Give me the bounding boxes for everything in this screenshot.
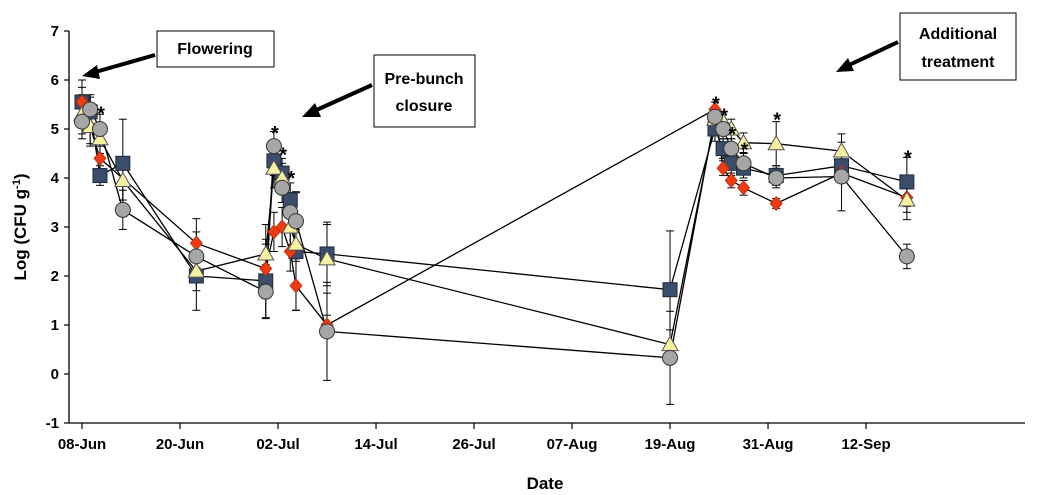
series-line xyxy=(81,108,908,359)
annotation-box xyxy=(156,30,275,68)
data-point-diamond xyxy=(724,172,738,189)
x-tick-label: 08-Jun xyxy=(58,436,106,453)
y-axis-title: Log (CFU g-1) xyxy=(11,173,30,280)
series-markers xyxy=(73,94,916,366)
x-tick-label: 14-Jul xyxy=(354,436,397,453)
significance-asterisk: * xyxy=(712,94,720,116)
x-tick-label: 26-Jul xyxy=(452,436,495,453)
series-lines xyxy=(81,101,908,359)
x-tick-label: 02-Jul xyxy=(256,436,299,453)
data-point-diamond xyxy=(289,278,303,294)
y-tick-label: 1 xyxy=(51,317,59,334)
data-point-diamond xyxy=(716,160,730,176)
annotation-text: Flowering xyxy=(177,41,253,58)
x-axis-title: Date xyxy=(527,474,564,493)
data-point-circle xyxy=(82,101,99,118)
data-point-circle xyxy=(715,121,732,137)
x-tick-label: 12-Sep xyxy=(841,436,890,453)
x-tick-label: 31-Aug xyxy=(743,436,794,453)
annotation-text: Pre-bunch xyxy=(384,71,463,88)
significance-asterisk: * xyxy=(728,124,736,146)
annotation-additional: Additional treatment xyxy=(836,12,1017,81)
data-point-diamond xyxy=(769,195,783,212)
data-point-circle xyxy=(188,248,205,265)
data-point-square xyxy=(899,174,915,190)
data-point-circle xyxy=(91,121,108,137)
annotation-text: Additional xyxy=(919,26,997,43)
data-point-circle xyxy=(74,113,90,130)
data-point-circle xyxy=(898,248,915,265)
error-bars xyxy=(78,79,911,405)
axes xyxy=(68,31,1025,424)
annotation-text: closure xyxy=(396,98,453,115)
data-point-circle xyxy=(735,155,752,172)
data-point-triangle xyxy=(767,134,786,151)
x-tick-label: 07-Aug xyxy=(547,436,598,453)
y-tick-label: 3 xyxy=(51,219,59,236)
y-tick-label: 4 xyxy=(51,170,60,187)
data-point-circle xyxy=(274,179,291,196)
annotation-arrow xyxy=(311,83,373,114)
significance-asterisk: * xyxy=(97,103,105,125)
data-point-diamond xyxy=(737,180,751,196)
y-ticks: -1 0 1 2 3 4 5 6 7 xyxy=(46,23,69,432)
y-tick-label: 2 xyxy=(51,268,59,285)
data-point-triangle xyxy=(734,133,753,150)
data-point-diamond xyxy=(189,235,203,251)
data-point-triangle xyxy=(265,159,283,175)
x-ticks: 08-Jun 20-Jun 02-Jul 14-Jul 26-Jul 07-Aug 19-A… xyxy=(58,423,891,453)
y-tick-label: 0 xyxy=(51,366,59,383)
annotation-flowering: Flowering xyxy=(82,30,275,79)
data-point-square xyxy=(92,168,108,184)
series-line xyxy=(81,101,908,326)
annotation-arrow xyxy=(846,40,899,68)
data-point-circle xyxy=(287,213,304,230)
arrow-head xyxy=(836,58,854,72)
annotation-box xyxy=(899,12,1017,81)
y-tick-label: 5 xyxy=(51,121,59,138)
data-point-diamond xyxy=(259,261,273,277)
significance-asterisk: * xyxy=(773,109,781,131)
significance-asterisk: * xyxy=(720,105,728,127)
data-point-triangle xyxy=(91,129,109,146)
data-point-square xyxy=(115,155,131,171)
data-point-circle xyxy=(114,201,131,218)
data-point-triangle xyxy=(256,244,275,261)
annotation-box xyxy=(373,54,476,128)
arrow-head xyxy=(82,65,100,79)
y-tick-label: -1 xyxy=(46,415,59,432)
significance-asterisk: * xyxy=(279,145,287,167)
data-point-triangle xyxy=(898,191,916,207)
data-point-circle xyxy=(265,138,282,155)
data-point-triangle xyxy=(832,142,851,158)
significance-asterisk: * xyxy=(287,168,295,190)
data-point-triangle xyxy=(113,171,132,187)
annotation-prebunch: Pre-bunch closure xyxy=(302,54,476,128)
data-point-circle xyxy=(768,170,785,186)
data-point-circle xyxy=(723,140,740,157)
significance-asterisk: * xyxy=(271,123,279,145)
data-point-triangle xyxy=(187,262,206,278)
annotation-text: treatment xyxy=(922,54,996,71)
data-point-circle xyxy=(257,283,274,300)
data-point-circle xyxy=(833,168,850,185)
data-point-triangle xyxy=(287,235,305,251)
data-point-square xyxy=(662,282,678,298)
x-tick-label: 20-Jun xyxy=(156,436,204,453)
data-point-diamond xyxy=(93,150,107,167)
y-tick-label: 6 xyxy=(51,72,59,89)
data-point-circle xyxy=(662,349,679,366)
data-point-circle xyxy=(319,323,336,340)
arrow-head xyxy=(302,103,321,117)
data-point-circle xyxy=(706,108,723,125)
y-tick-label: 7 xyxy=(51,23,59,40)
annotation-arrow xyxy=(91,53,156,75)
data-point-triangle xyxy=(318,249,336,266)
significance-asterisk: * xyxy=(741,140,749,162)
x-tick-label: 19-Aug xyxy=(645,436,696,453)
significance-asterisks: ********** xyxy=(97,94,912,190)
significance-asterisk: * xyxy=(904,148,912,170)
